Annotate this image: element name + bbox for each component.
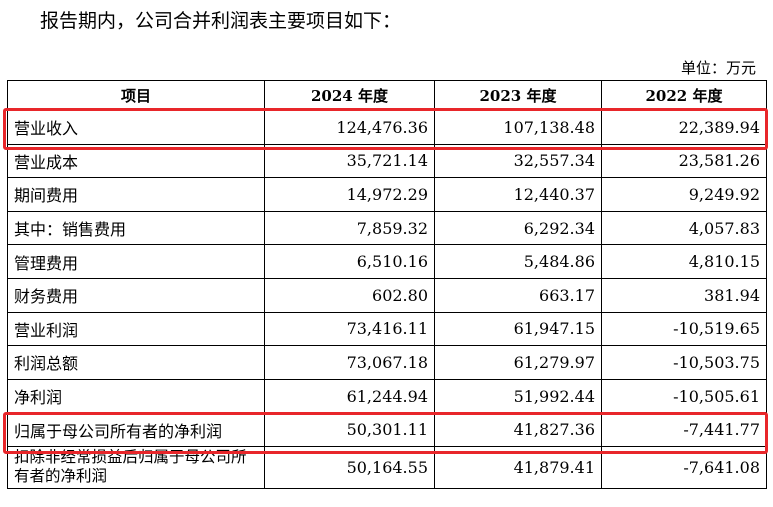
- table-row: 营业收入 124,476.36 107,138.48 22,389.94: [7, 110, 767, 145]
- cell-2022: 4,057.83: [601, 210, 767, 246]
- cell-2022: 4,810.15: [601, 244, 767, 279]
- intro-text: 报告期内，公司合并利润表主要项目如下：: [40, 10, 402, 32]
- row-label: 归属于母公司所有者的净利润: [7, 412, 265, 447]
- table-header-row: 项目 2024 年度 2023 年度 2022 年度: [7, 80, 767, 111]
- row-label: 扣除非经常损益后归属于母公司所有者的净利润: [7, 445, 265, 489]
- row-label: 营业成本: [7, 143, 265, 179]
- cell-2023: 41,879.41: [434, 445, 602, 489]
- table-row: 利润总额 73,067.18 61,279.97 -10,503.75: [7, 345, 767, 380]
- cell-2024: 7,859.32: [264, 210, 435, 246]
- table-row: 营业成本 35,721.14 32,557.34 23,581.26: [7, 143, 767, 179]
- cell-2022: -10,503.75: [601, 345, 767, 380]
- table-row: 期间费用 14,972.29 12,440.37 9,249.92: [7, 177, 767, 212]
- table-row: 其中：销售费用 7,859.32 6,292.34 4,057.83: [7, 210, 767, 246]
- cell-2023: 61,947.15: [434, 311, 602, 347]
- cell-2022: 381.94: [601, 277, 767, 313]
- header-item: 项目: [7, 80, 265, 111]
- cell-2024: 124,476.36: [264, 110, 435, 145]
- cell-2023: 51,992.44: [434, 378, 602, 414]
- table-row: 净利润 61,244.94 51,992.44 -10,505.61: [7, 378, 767, 414]
- row-label: 利润总额: [7, 345, 265, 380]
- table-row: 扣除非经常损益后归属于母公司所有者的净利润 50,164.55 41,879.4…: [7, 445, 767, 489]
- cell-2022: -10,519.65: [601, 311, 767, 347]
- cell-2022: -7,641.08: [601, 445, 767, 489]
- row-label: 管理费用: [7, 244, 265, 279]
- cell-2023: 6,292.34: [434, 210, 602, 246]
- cell-2022: 9,249.92: [601, 177, 767, 212]
- cell-2024: 73,416.11: [264, 311, 435, 347]
- row-label: 期间费用: [7, 177, 265, 212]
- income-statement-table: 项目 2024 年度 2023 年度 2022 年度 营业收入 124,476.…: [7, 80, 767, 489]
- header-2023: 2023 年度: [434, 80, 602, 111]
- cell-2023: 663.17: [434, 277, 602, 313]
- table-row: 归属于母公司所有者的净利润 50,301.11 41,827.36 -7,441…: [7, 412, 767, 447]
- row-label: 财务费用: [7, 277, 265, 313]
- cell-2024: 73,067.18: [264, 345, 435, 380]
- cell-2024: 35,721.14: [264, 143, 435, 179]
- row-label: 净利润: [7, 378, 265, 414]
- table-row: 财务费用 602.80 663.17 381.94: [7, 277, 767, 313]
- row-label: 营业利润: [7, 311, 265, 347]
- header-2022: 2022 年度: [601, 80, 767, 111]
- cell-2024: 61,244.94: [264, 378, 435, 414]
- table-row: 营业利润 73,416.11 61,947.15 -10,519.65: [7, 311, 767, 347]
- cell-2023: 32,557.34: [434, 143, 602, 179]
- unit-label: 单位：万元: [680, 59, 756, 77]
- cell-2023: 12,440.37: [434, 177, 602, 212]
- cell-2022: 22,389.94: [601, 110, 767, 145]
- cell-2022: -7,441.77: [601, 412, 767, 447]
- cell-2023: 41,827.36: [434, 412, 602, 447]
- table-row: 管理费用 6,510.16 5,484.86 4,810.15: [7, 244, 767, 279]
- cell-2024: 602.80: [264, 277, 435, 313]
- cell-2023: 61,279.97: [434, 345, 602, 380]
- row-label: 营业收入: [7, 110, 265, 145]
- cell-2023: 5,484.86: [434, 244, 602, 279]
- cell-2024: 6,510.16: [264, 244, 435, 279]
- cell-2023: 107,138.48: [434, 110, 602, 145]
- row-label: 其中：销售费用: [7, 210, 265, 246]
- header-2024: 2024 年度: [264, 80, 435, 111]
- cell-2024: 50,164.55: [264, 445, 435, 489]
- cell-2024: 14,972.29: [264, 177, 435, 212]
- cell-2024: 50,301.11: [264, 412, 435, 447]
- cell-2022: -10,505.61: [601, 378, 767, 414]
- cell-2022: 23,581.26: [601, 143, 767, 179]
